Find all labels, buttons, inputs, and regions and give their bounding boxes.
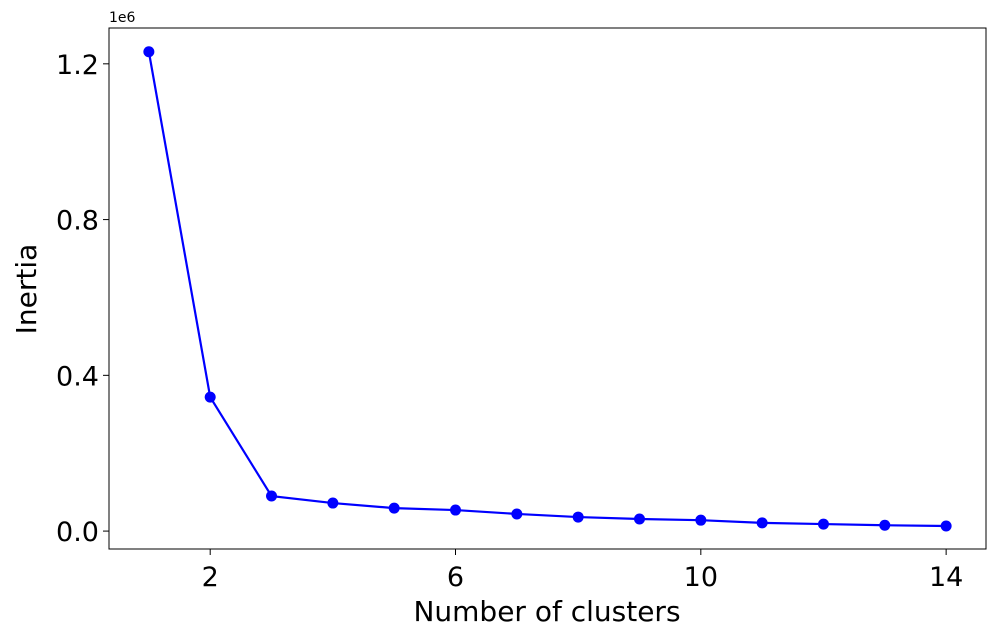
point [388,502,400,514]
series-line [147,51,947,528]
point [756,517,768,529]
y-tick-label: 0.4 [56,361,99,392]
point [204,391,216,403]
x-tick-label: 6 [447,562,464,593]
point [817,518,829,530]
plot-frame [108,27,987,550]
point [572,511,584,523]
point [879,519,891,531]
point [511,508,523,520]
x-tick-label: 10 [684,562,718,593]
point [695,514,707,526]
x-tick-label: 2 [202,562,219,593]
x-tick-label: 14 [929,562,963,593]
y-tick-label: 0.0 [56,517,99,548]
point [940,520,952,532]
offset-label: 1e6 [109,10,136,26]
point [143,46,155,58]
x-axis-label: Number of clusters [413,595,680,628]
point [450,504,462,516]
point [266,490,278,502]
y-tick-label: 0.8 [56,206,99,237]
y-tick-label: 1.2 [56,50,99,81]
point [633,513,645,525]
point [327,497,339,509]
y-axis-label: Inertia [10,244,43,335]
